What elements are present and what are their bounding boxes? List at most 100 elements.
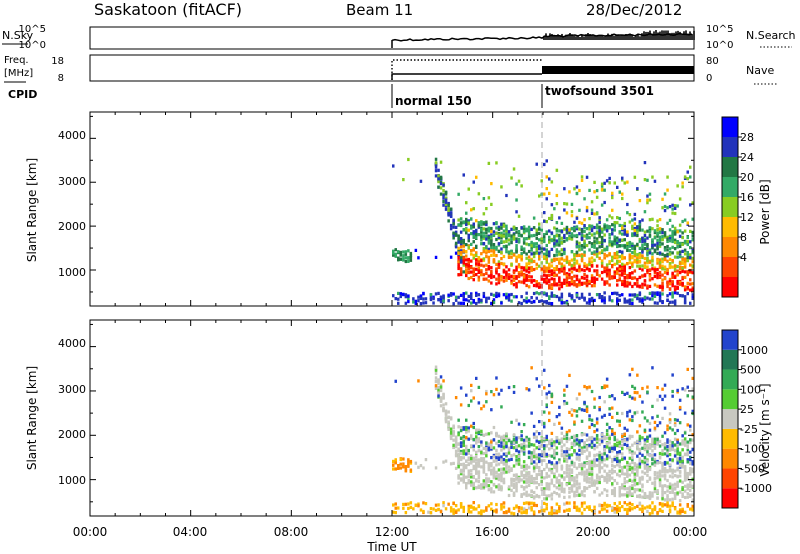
range-gate bbox=[467, 437, 470, 441]
range-gate bbox=[656, 437, 659, 442]
range-gate bbox=[482, 247, 486, 251]
range-gate bbox=[666, 244, 669, 249]
range-gate bbox=[485, 481, 488, 485]
range-gate bbox=[419, 179, 423, 183]
range-gate bbox=[603, 238, 606, 243]
range-gate bbox=[515, 255, 518, 259]
range-gate bbox=[565, 283, 569, 287]
range-gate bbox=[449, 227, 453, 231]
range-gate bbox=[535, 474, 538, 478]
range-gate bbox=[568, 437, 571, 441]
range-gate bbox=[507, 468, 511, 472]
range-gate bbox=[631, 367, 634, 371]
range-gate bbox=[510, 238, 513, 242]
range-gate bbox=[689, 470, 692, 474]
range-gate bbox=[459, 386, 463, 390]
range-gate bbox=[658, 451, 662, 456]
range-gate bbox=[457, 481, 460, 485]
range-gate bbox=[648, 446, 652, 450]
range-gate bbox=[673, 454, 677, 458]
range-gate bbox=[673, 431, 677, 436]
range-gate bbox=[465, 228, 468, 232]
range-gate bbox=[676, 452, 679, 456]
range-gate bbox=[631, 450, 634, 454]
range-gate bbox=[676, 255, 679, 259]
range-gate bbox=[470, 472, 473, 476]
range-gate bbox=[605, 509, 609, 513]
range-gate bbox=[507, 295, 511, 299]
range-gate bbox=[636, 277, 639, 282]
range-gate bbox=[668, 205, 672, 209]
range-gate bbox=[585, 433, 589, 437]
range-gate bbox=[470, 383, 473, 387]
range-gate bbox=[595, 417, 599, 421]
range-gate bbox=[636, 391, 639, 395]
range-gate bbox=[600, 460, 604, 464]
range-gate bbox=[626, 180, 629, 184]
range-gate bbox=[525, 474, 528, 478]
range-gate bbox=[661, 434, 664, 438]
range-gate bbox=[540, 228, 543, 232]
range-gate bbox=[550, 493, 554, 497]
range-gate bbox=[392, 164, 395, 168]
range-gate bbox=[658, 275, 662, 279]
range-gate bbox=[399, 462, 402, 466]
range-gate bbox=[568, 234, 571, 238]
range-gate bbox=[578, 440, 581, 444]
range-gate bbox=[605, 263, 609, 267]
range-gate bbox=[492, 470, 496, 474]
range-gate bbox=[621, 467, 624, 471]
range-gate bbox=[633, 464, 637, 468]
range-gate bbox=[437, 298, 440, 302]
range-gate bbox=[465, 211, 468, 215]
range-gate bbox=[595, 270, 599, 274]
range-gate bbox=[641, 254, 644, 258]
range-gate bbox=[553, 283, 556, 287]
range-gate bbox=[671, 207, 674, 211]
range-gate bbox=[457, 452, 460, 456]
range-gate bbox=[520, 301, 523, 306]
range-gate bbox=[444, 204, 448, 208]
range-gate bbox=[575, 240, 579, 244]
range-gate bbox=[515, 275, 518, 279]
range-gate bbox=[532, 216, 536, 220]
range-gate bbox=[512, 235, 516, 239]
range-gate bbox=[527, 285, 531, 289]
range-gate bbox=[512, 233, 516, 237]
range-gate bbox=[573, 505, 576, 509]
range-gate bbox=[683, 175, 687, 179]
range-gate bbox=[490, 233, 493, 237]
range-gate bbox=[545, 475, 548, 479]
range-gate bbox=[545, 484, 548, 488]
range-gate bbox=[661, 443, 664, 447]
range-gate bbox=[470, 217, 473, 221]
range-gate bbox=[515, 282, 518, 286]
range-gate bbox=[578, 253, 581, 257]
range-gate bbox=[555, 242, 559, 246]
range-gate bbox=[422, 291, 425, 295]
range-gate bbox=[429, 293, 433, 297]
range-gate bbox=[507, 465, 511, 469]
range-gate bbox=[636, 439, 639, 443]
range-gate bbox=[621, 254, 624, 258]
range-gate bbox=[651, 291, 654, 295]
range-gate bbox=[548, 250, 551, 254]
range-gate bbox=[570, 489, 574, 493]
range-gate bbox=[480, 228, 483, 232]
range-gate bbox=[673, 493, 677, 497]
range-gate bbox=[638, 297, 642, 301]
range-gate bbox=[661, 273, 664, 277]
range-gate bbox=[681, 439, 684, 443]
range-gate bbox=[515, 437, 518, 441]
range-gate bbox=[490, 408, 493, 412]
range-gate bbox=[550, 512, 554, 516]
range-gate bbox=[681, 459, 684, 463]
range-gate bbox=[621, 266, 624, 270]
power-colorbar-swatch bbox=[722, 237, 738, 257]
range-gate bbox=[683, 466, 687, 470]
range-gate bbox=[598, 395, 601, 400]
range-gate bbox=[555, 465, 559, 469]
range-gate bbox=[575, 261, 579, 265]
range-gate bbox=[470, 399, 473, 403]
range-gate bbox=[648, 233, 652, 237]
